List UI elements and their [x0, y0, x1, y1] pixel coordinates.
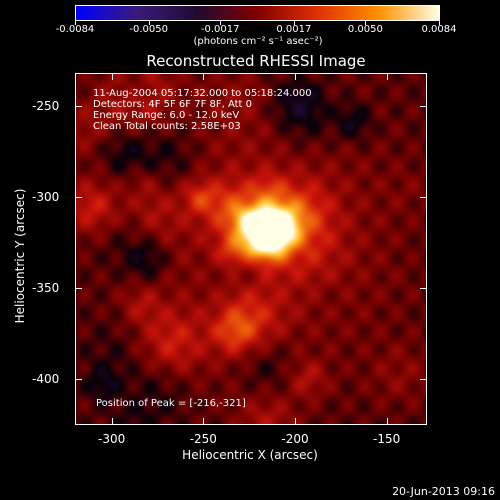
y-tick-label: -250 — [32, 98, 60, 113]
x-tick — [386, 418, 388, 425]
colorbar-tick — [148, 21, 150, 25]
annotation-counts: Clean Total counts: 2.58E+03 — [93, 121, 241, 132]
y-tick — [420, 197, 427, 199]
colorbar-tick — [75, 21, 76, 25]
x-tick-label: -200 — [281, 432, 309, 446]
x-tick — [111, 418, 113, 425]
colorbar-tick-label: -0.0017 — [200, 24, 240, 35]
x-tick-label: -250 — [189, 432, 217, 446]
y-tick — [75, 288, 82, 290]
x-tick — [295, 418, 296, 425]
y-tick-label: -400 — [32, 372, 60, 387]
timestamp: 20-Jun-2013 09:16 — [392, 485, 495, 498]
y-tick — [420, 379, 427, 381]
y-tick — [75, 105, 82, 107]
x-axis-label: Heliocentric X (arcsec) — [182, 448, 318, 462]
heatmap-image — [76, 74, 426, 424]
y-tick-label: -300 — [32, 190, 60, 205]
colorbar-tick-label: -0.0050 — [129, 24, 168, 35]
x-tick-label: -150 — [373, 432, 401, 446]
colorbar-tick — [365, 21, 367, 25]
annotation-energy: Energy Range: 6.0 - 12.0 keV — [93, 110, 240, 121]
colorbar-tick-label: 0.0050 — [347, 24, 383, 35]
colorbar-tick — [220, 21, 222, 25]
y-tick — [420, 288, 427, 290]
colorbar — [75, 5, 440, 21]
colorbar-tick — [293, 21, 295, 25]
x-tick — [111, 73, 113, 80]
x-tick — [386, 73, 388, 80]
y-tick-label: -350 — [32, 281, 60, 296]
x-tick-label: -300 — [98, 432, 126, 446]
colorbar-tick-label: 0.0017 — [276, 24, 312, 35]
x-tick — [203, 73, 205, 80]
x-tick — [295, 73, 296, 80]
chart-title: Reconstructed RHESSI Image — [146, 52, 366, 70]
y-tick — [75, 197, 82, 199]
annotation-time: 11-Aug-2004 05:17:32.000 to 05:18:24.000 — [93, 88, 312, 99]
annotation-detectors: Detectors: 4F 5F 6F 7F 8F, Att 0 — [93, 99, 253, 110]
y-tick — [75, 379, 82, 381]
y-tick — [420, 105, 427, 107]
peak-position-label: Position of Peak = [-216,-321] — [96, 398, 246, 409]
plot-area: 11-Aug-2004 05:17:32.000 to 05:18:24.000… — [75, 73, 427, 425]
y-axis-label: Heliocentric Y (arcsec) — [13, 188, 27, 324]
colorbar-tick-label: 0.0084 — [421, 24, 457, 35]
x-tick — [203, 418, 205, 425]
colorbar-tick — [439, 21, 440, 25]
colorbar-units: (photons cm⁻² s⁻¹ asec⁻²) — [193, 36, 323, 47]
colorbar-tick-label: -0.0084 — [55, 24, 95, 35]
